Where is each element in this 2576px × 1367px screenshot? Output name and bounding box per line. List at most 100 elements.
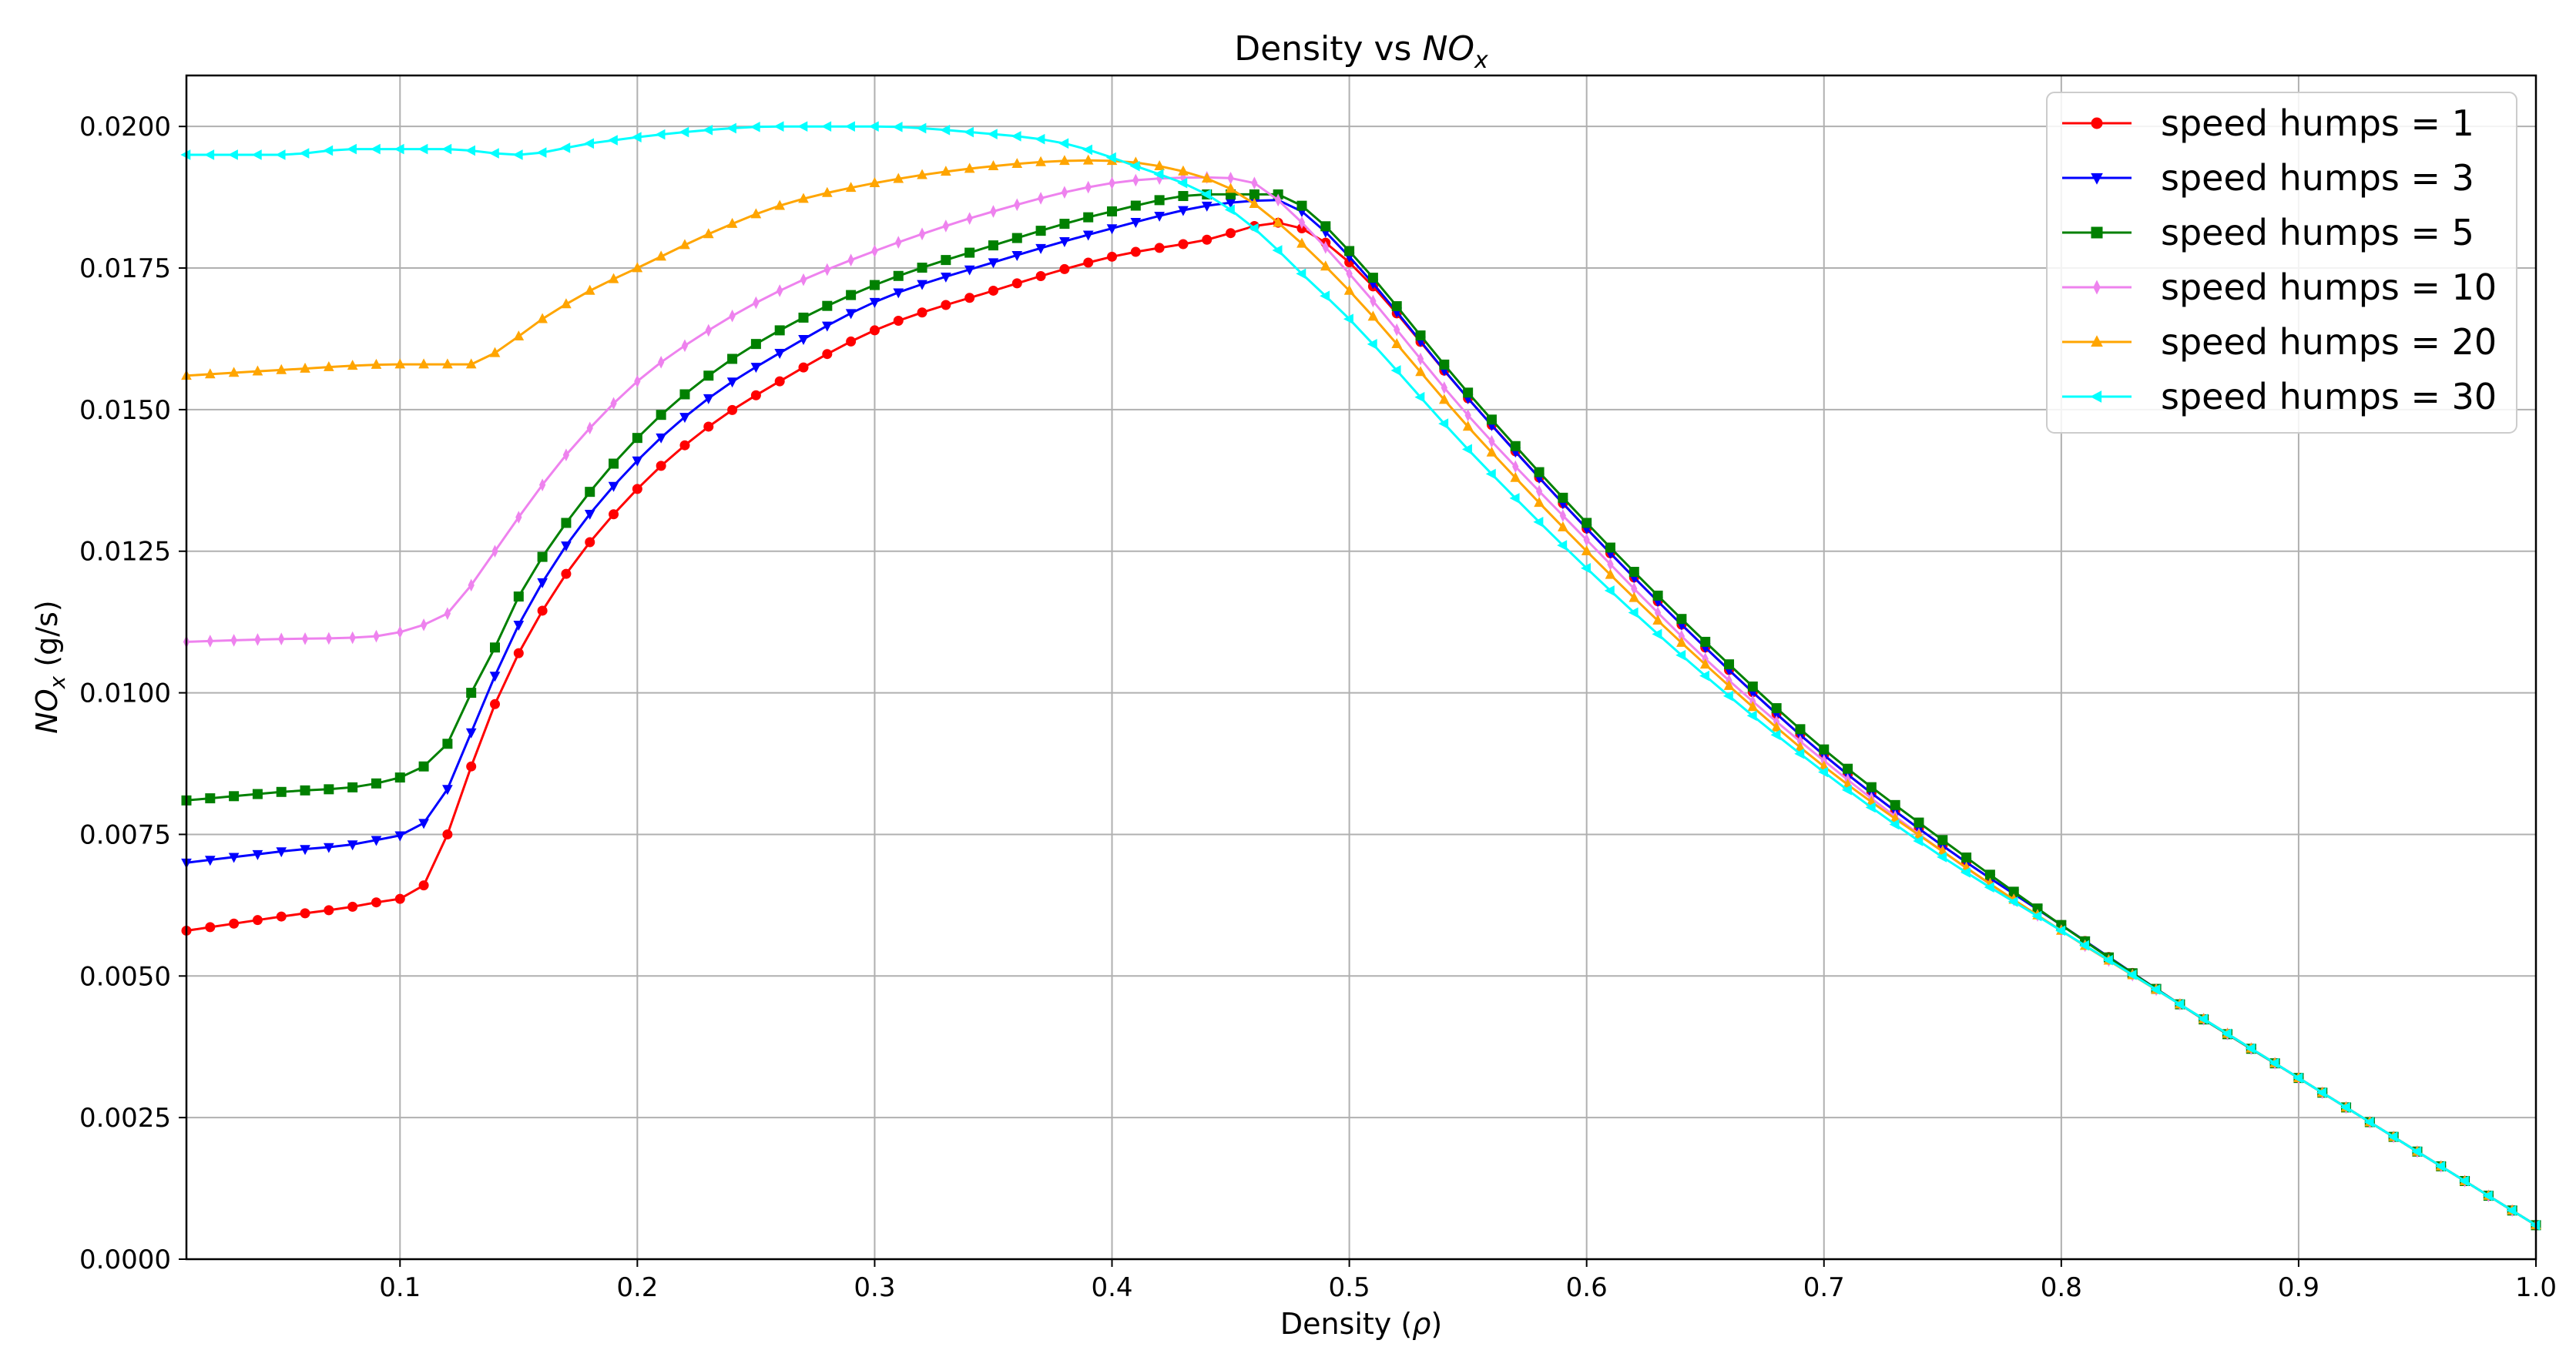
- data-point: [917, 169, 927, 179]
- data-point: [632, 433, 642, 444]
- data-point: [895, 236, 902, 249]
- data-point: [276, 847, 287, 858]
- data-point: [1559, 509, 1567, 522]
- data-point: [418, 358, 429, 369]
- data-point: [204, 149, 215, 160]
- data-point: [418, 819, 429, 829]
- data-point: [1937, 852, 1947, 863]
- data-point: [300, 785, 310, 796]
- data-point: [2340, 1102, 2350, 1113]
- data-point: [1486, 414, 1497, 425]
- y-tick-label: 0.0200: [79, 112, 171, 142]
- data-point: [1486, 446, 1498, 457]
- data-point: [1178, 165, 1189, 176]
- data-point: [821, 121, 832, 132]
- data-point: [1509, 493, 1520, 504]
- data-point: [1699, 670, 1710, 682]
- data-point: [609, 509, 619, 520]
- data-point: [1130, 218, 1142, 229]
- data-point: [988, 258, 999, 269]
- data-point: [1178, 191, 1189, 202]
- data-point: [1770, 729, 1781, 741]
- data-point: [466, 688, 477, 699]
- data-point: [941, 255, 951, 266]
- data-point: [1984, 882, 1994, 893]
- data-point: [465, 145, 475, 156]
- data-point: [1937, 835, 1948, 846]
- data-point: [2435, 1161, 2446, 1172]
- data-point: [1059, 237, 1070, 248]
- data-point: [1463, 387, 1474, 398]
- x-tick-label: 0.5: [1329, 1272, 1370, 1303]
- data-point: [1273, 216, 1283, 227]
- data-point: [1154, 195, 1165, 206]
- data-point: [513, 648, 524, 658]
- data-point: [227, 149, 238, 160]
- data-point: [349, 631, 356, 645]
- data-point: [964, 162, 975, 173]
- data-point: [300, 845, 310, 856]
- y-tick-label: 0.0150: [79, 395, 171, 426]
- data-point: [1058, 138, 1069, 149]
- data-point: [917, 263, 927, 273]
- data-point: [1841, 784, 1852, 796]
- legend-box: [2046, 92, 2517, 434]
- data-point: [798, 362, 809, 373]
- data-point: [465, 728, 477, 739]
- data-point: [442, 739, 453, 749]
- data-point: [703, 228, 714, 239]
- data-point: [632, 456, 643, 467]
- data-point: [1439, 359, 1450, 370]
- data-point: [1438, 418, 1449, 429]
- data-point: [822, 349, 833, 360]
- data-point: [893, 288, 904, 299]
- data-point: [608, 481, 619, 492]
- data-point: [871, 244, 878, 258]
- data-point: [2316, 1087, 2327, 1098]
- data-point: [917, 280, 927, 290]
- data-point: [204, 856, 216, 866]
- data-point: [1865, 802, 1876, 813]
- data-point: [1819, 744, 1830, 755]
- data-point: [2198, 1014, 2208, 1025]
- legend-marker: [2091, 173, 2103, 185]
- data-point: [988, 159, 999, 170]
- data-point: [466, 761, 477, 772]
- data-point: [1298, 216, 1306, 230]
- data-point: [1272, 245, 1283, 256]
- data-point: [418, 761, 429, 772]
- data-point: [370, 143, 381, 155]
- data-point: [1605, 542, 1615, 553]
- data-point: [394, 893, 405, 904]
- data-point: [1771, 703, 1782, 714]
- data-point: [442, 358, 453, 369]
- data-point: [868, 121, 879, 132]
- data-point: [1534, 467, 1545, 477]
- data-point: [1415, 366, 1426, 377]
- data-point: [2150, 984, 2161, 995]
- data-point: [394, 772, 405, 783]
- data-point: [301, 632, 309, 645]
- data-point: [823, 263, 830, 276]
- data-point: [1676, 636, 1687, 647]
- data-point: [703, 370, 714, 381]
- data-point: [1367, 273, 1378, 283]
- data-point: [537, 605, 548, 616]
- data-point: [1248, 223, 1259, 234]
- data-point: [1367, 310, 1379, 321]
- data-point: [537, 551, 548, 562]
- data-point: [1604, 585, 1615, 596]
- data-point: [942, 219, 950, 233]
- data-point: [1109, 176, 1115, 190]
- data-point: [797, 121, 808, 132]
- data-point: [323, 145, 334, 156]
- data-point: [276, 364, 287, 374]
- data-point: [1390, 365, 1401, 376]
- data-point: [941, 300, 951, 310]
- legend-label: speed humps = 20: [2161, 321, 2497, 363]
- data-point: [609, 458, 619, 469]
- data-point: [228, 853, 240, 863]
- y-tick-label: 0.0000: [79, 1245, 171, 1275]
- data-point: [1628, 591, 1640, 602]
- data-point: [990, 205, 997, 218]
